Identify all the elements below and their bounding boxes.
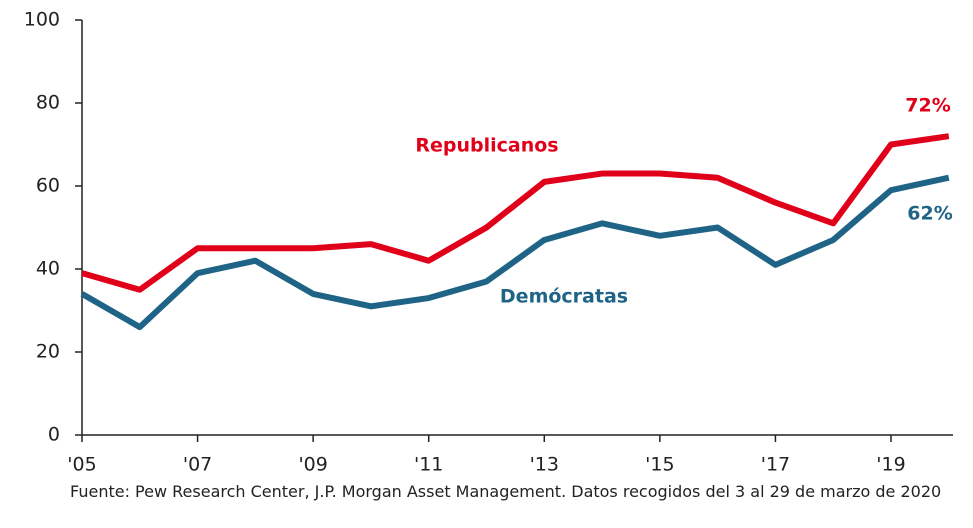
x-tick-label: '07 — [183, 454, 212, 476]
line-series — [81, 133, 950, 293]
x-tick-label: '09 — [298, 454, 327, 476]
x-tick-label: '11 — [414, 454, 443, 476]
y-tick-label: 40 — [36, 258, 60, 280]
y-tick-label: 80 — [36, 92, 60, 114]
chart: 0 20 40 60 80 100 '05 '07 '09 '11 '13 '15 '17 '19 Repu… — [24, 9, 953, 476]
value-label: 62% — [907, 203, 952, 225]
series-label: Republicanos — [415, 135, 558, 157]
y-tick-label: 0 — [48, 424, 60, 446]
y-tick-label: 100 — [24, 9, 60, 31]
x-tick-label: '05 — [67, 454, 96, 476]
x-tick-label: '17 — [761, 454, 790, 476]
y-tick-label: 20 — [36, 341, 60, 363]
x-tick-label: '15 — [645, 454, 674, 476]
line-series — [80, 174, 950, 331]
x-tick-label: '13 — [530, 454, 559, 476]
value-label: 72% — [905, 95, 950, 117]
y-tick-label: 60 — [36, 175, 60, 197]
x-tick-label: '19 — [876, 454, 905, 476]
series-label: Demócratas — [500, 286, 628, 308]
source-note: Fuente: Pew Research Center, J.P. Morgan… — [70, 482, 942, 501]
